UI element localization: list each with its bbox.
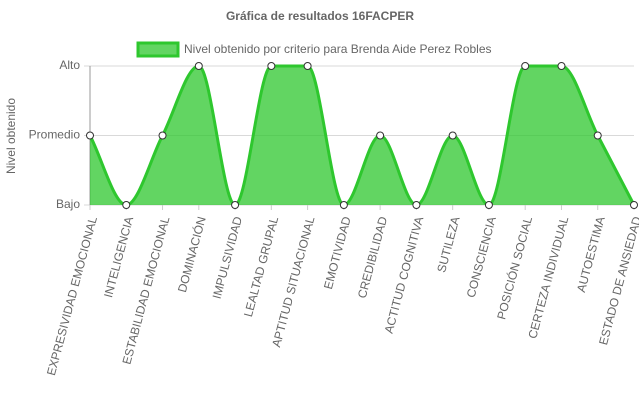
chart-title: Gráfica de resultados 16FACPER: [226, 9, 414, 23]
x-tick-label: DOMINACIÓN: [174, 215, 209, 294]
x-tick-label: CONSCIENCIA: [464, 215, 499, 299]
point: [376, 131, 385, 140]
point: [448, 131, 457, 140]
point: [630, 201, 638, 209]
point: [557, 62, 566, 70]
x-tick-label: CREDIBILIDAD: [355, 215, 390, 300]
point: [194, 62, 203, 70]
point: [267, 62, 276, 70]
area-fill: [90, 66, 634, 205]
x-tick-label: SUTILEZA: [434, 215, 462, 274]
point: [158, 131, 167, 140]
legend-label: Nivel obtenido por criterio para Brenda …: [184, 42, 492, 56]
y-axis-label: Nivel obtenido: [4, 98, 18, 174]
point: [484, 201, 493, 209]
x-tick-label: CERTEZA INDIVIDUAL: [525, 215, 571, 340]
point: [122, 201, 131, 209]
x-tick-label: LEALTAD GRUPAL: [241, 215, 281, 319]
y-tick-label: Bajo: [56, 197, 80, 211]
y-tick-label: Promedio: [29, 128, 81, 142]
point: [339, 201, 348, 209]
x-tick-label: INTELIGENCIA: [101, 215, 136, 299]
point: [303, 62, 312, 70]
x-tick-label: EMOTIVIDAD: [321, 215, 354, 291]
point: [231, 201, 240, 209]
point: [521, 62, 530, 70]
point: [86, 131, 94, 140]
x-tick-label: POSICIÓN SOCIAL: [493, 214, 535, 321]
point: [412, 201, 421, 209]
legend-swatch: [136, 41, 180, 58]
y-tick-label: Alto: [59, 58, 80, 72]
x-tick-label: IMPULSIVIDAD: [210, 215, 246, 301]
x-tick-label: ACTITUD COGNITIVA: [382, 215, 427, 335]
point: [593, 131, 602, 140]
x-tick-label: AUTOESTIMA: [574, 215, 608, 294]
x-tick-label: EXPRESIVIDAD EMOCIONAL: [44, 215, 100, 377]
